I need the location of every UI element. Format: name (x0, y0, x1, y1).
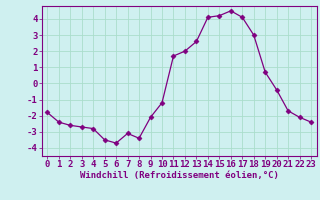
X-axis label: Windchill (Refroidissement éolien,°C): Windchill (Refroidissement éolien,°C) (80, 171, 279, 180)
